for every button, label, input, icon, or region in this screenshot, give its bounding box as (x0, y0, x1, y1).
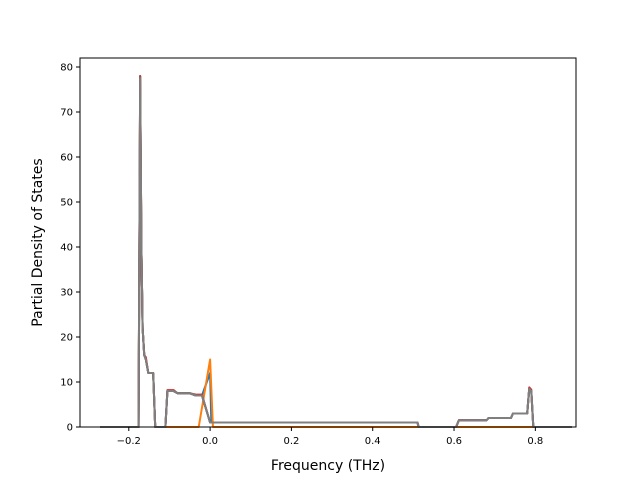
x-axis-ticks: −0.2 0.0 0.2 0.4 0.6 0.8 (117, 427, 543, 447)
y-tick-label: 10 (60, 378, 73, 389)
x-tick-label: 0.6 (446, 436, 462, 447)
plot-frame (79, 57, 577, 428)
y-tick-label: 0 (67, 423, 73, 434)
y-axis-ticks: 0 10 20 30 40 50 60 70 80 (60, 63, 80, 434)
series-line-6 (100, 77, 572, 428)
plot-background (80, 58, 576, 427)
y-tick-label: 80 (60, 63, 73, 74)
x-tick-label: 0.8 (527, 436, 543, 447)
y-tick-label: 60 (60, 153, 73, 164)
y-tick-label: 50 (60, 198, 73, 209)
series-layer (100, 75, 572, 428)
y-tick-label: 20 (60, 333, 73, 344)
x-tick-label: 0.2 (283, 436, 299, 447)
y-tick-label: 40 (60, 243, 73, 254)
y-tick-label: 70 (60, 108, 73, 119)
x-tick-label: −0.2 (117, 436, 141, 447)
x-tick-label: 0.0 (202, 436, 218, 447)
y-tick-label: 30 (60, 288, 73, 299)
x-tick-label: 0.4 (365, 436, 381, 447)
x-axis-label: Frequency (THz) (271, 458, 385, 474)
y-axis-label: Partial Density of States (30, 158, 46, 326)
